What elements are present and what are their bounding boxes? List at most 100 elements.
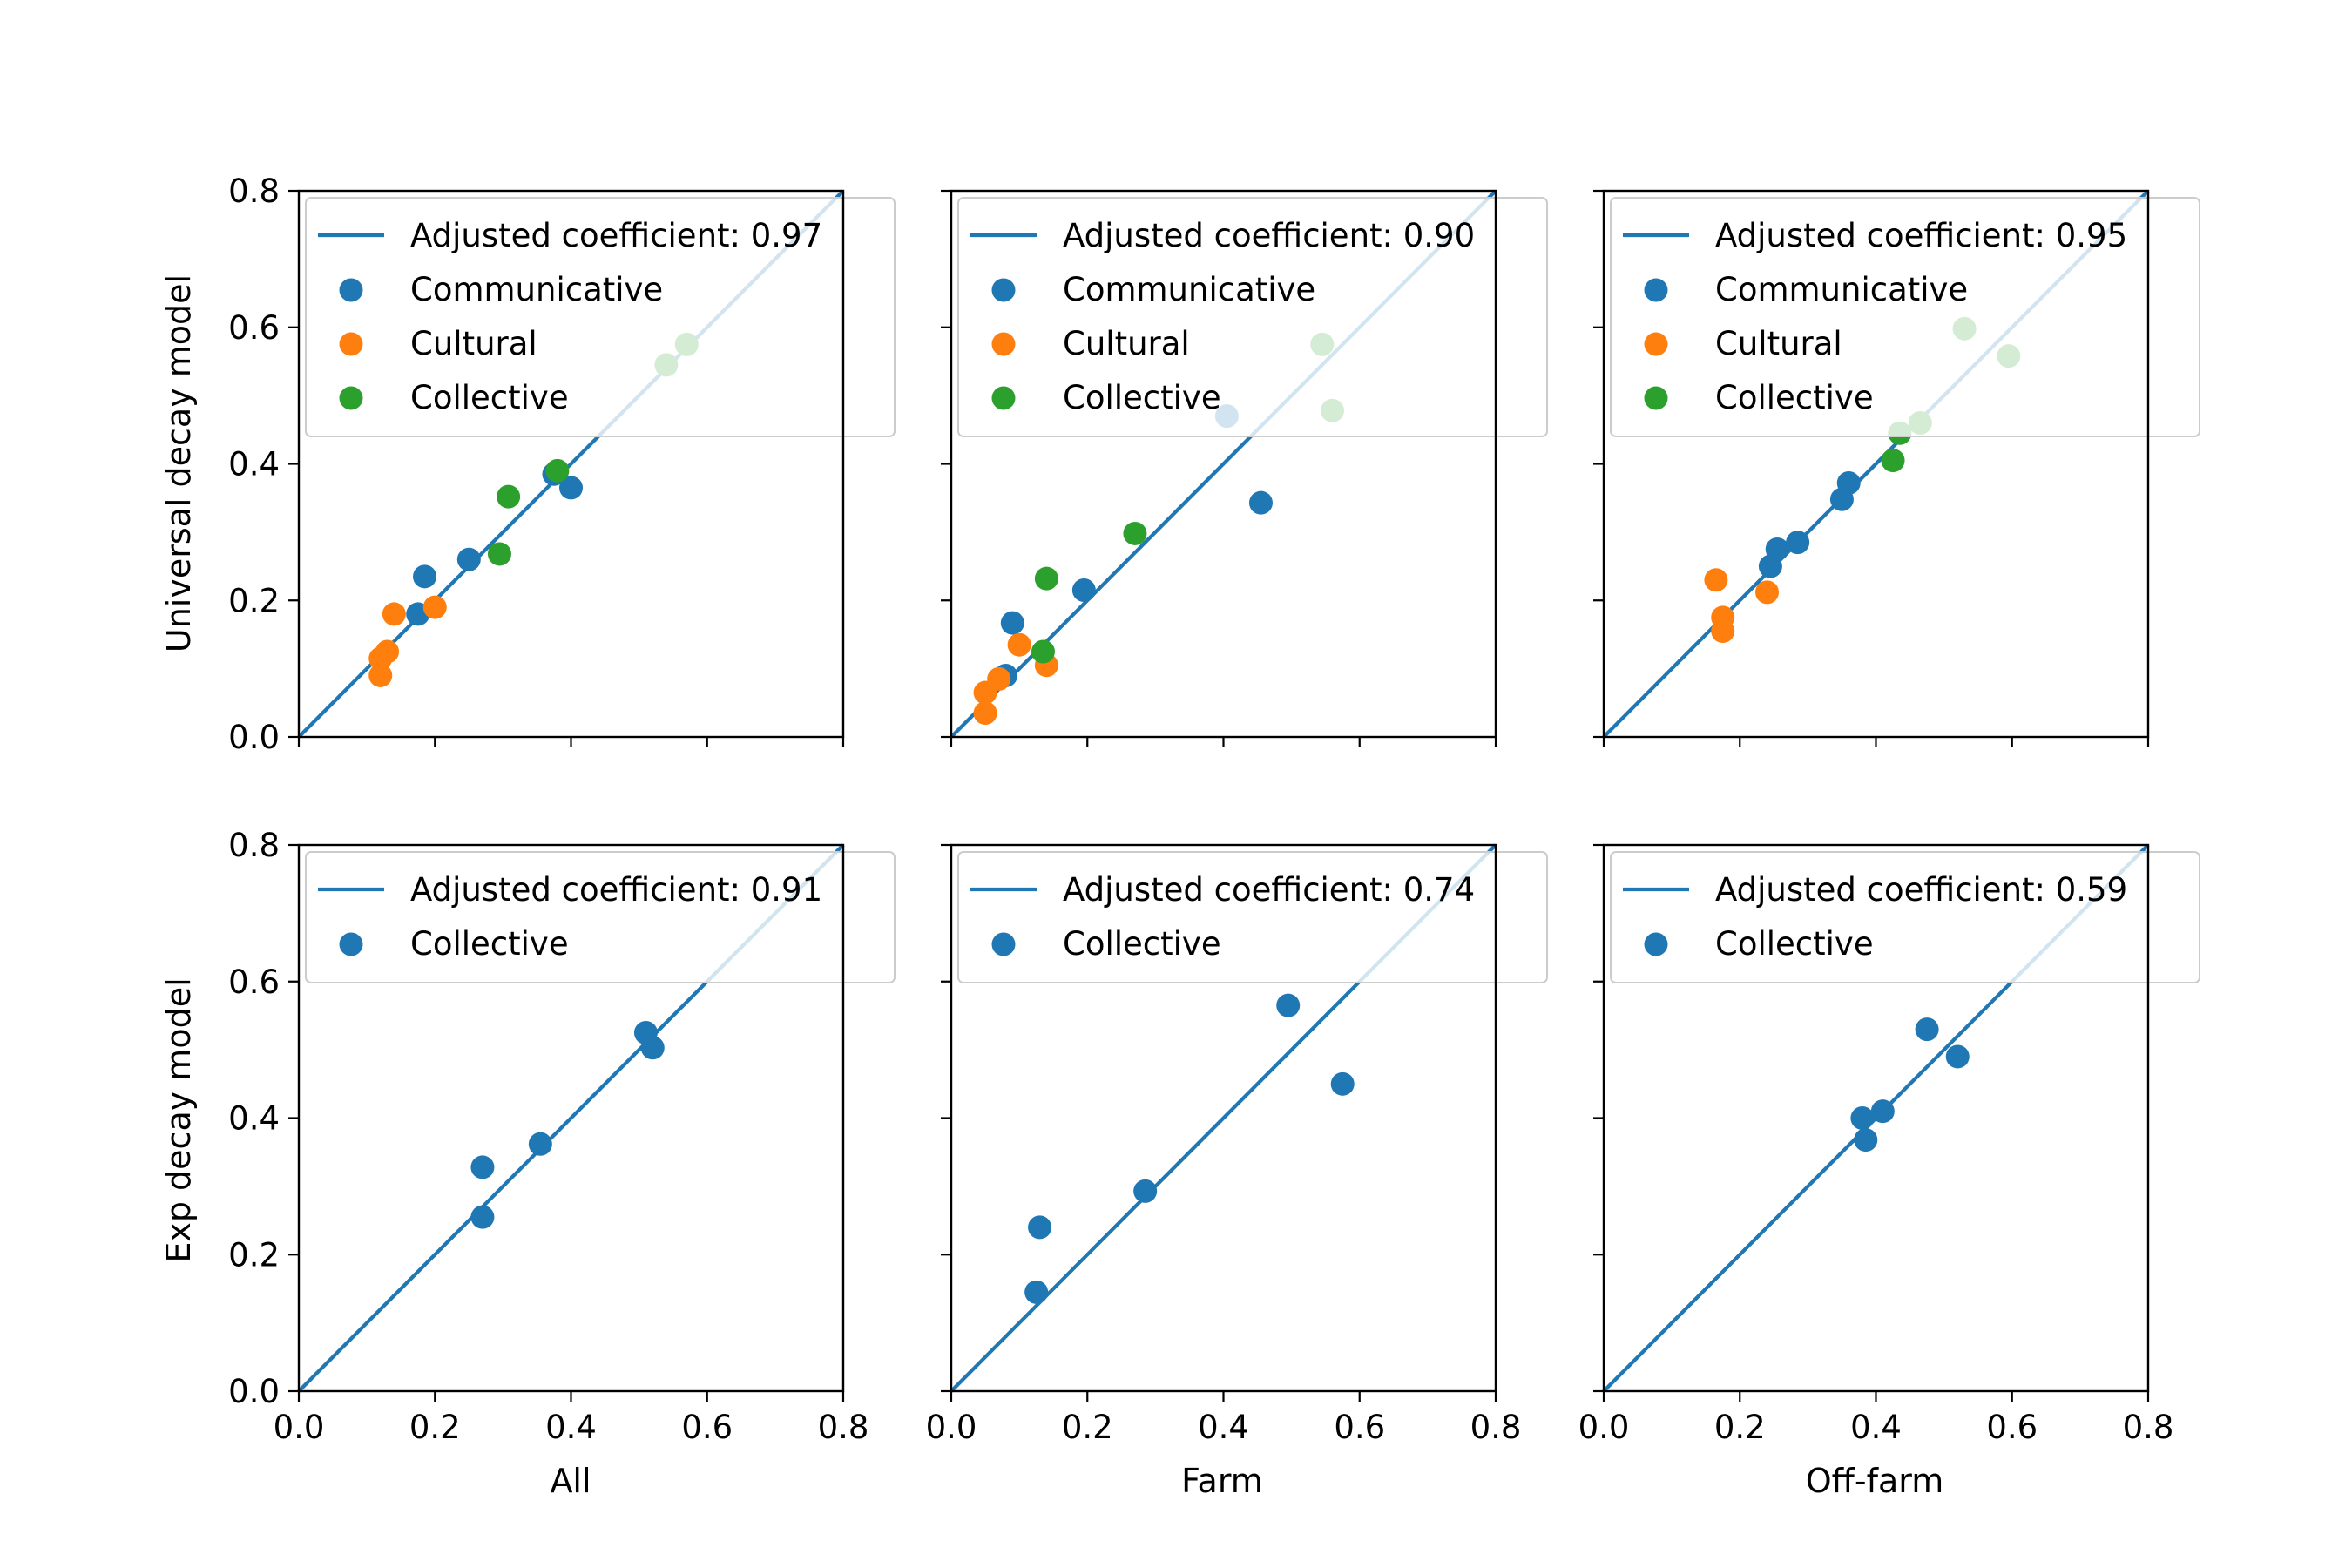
- col-xlabel-farm: Farm: [1181, 1462, 1263, 1500]
- axes-frame: [950, 189, 1497, 739]
- legend-box: [1610, 197, 2200, 437]
- x-tick-label: 0.4: [545, 1409, 597, 1446]
- data-point: [1071, 578, 1096, 602]
- legend-label: Adjusted coefficient: 0.95: [1715, 217, 2127, 254]
- panel-4: 0.00.0 0.2 0.2 0.4 0.4 0.6 0.6 0.8 0.8 Adjusted c…: [228, 827, 896, 1446]
- data-point: [1755, 580, 1779, 605]
- legend-box: [957, 851, 1548, 983]
- data-point: [1123, 521, 1147, 545]
- legend-marker: [1644, 386, 1668, 410]
- legend-label: Adjusted coefficient: 0.74: [1063, 871, 1475, 909]
- row-ylabel-top: Universal decay model: [159, 274, 198, 652]
- legend-label: Adjusted coefficient: 0.90: [1063, 217, 1475, 254]
- x-tick-label: 0.6: [1334, 1409, 1385, 1446]
- legend-marker: [1644, 278, 1668, 302]
- legend-box: [1610, 851, 2200, 983]
- legend-box: [305, 197, 896, 437]
- legend-label: Adjusted coefficient: 0.91: [410, 871, 822, 909]
- legend-label: Collective: [1715, 925, 1874, 963]
- data-point: [382, 602, 406, 626]
- data-point: [1711, 605, 1735, 630]
- y-tick-label: 0.2: [228, 582, 280, 619]
- data-point: [497, 484, 521, 509]
- data-point: [470, 1155, 495, 1179]
- data-point: [987, 666, 1011, 691]
- x-tick-label: 0.8: [1470, 1409, 1522, 1446]
- y-tick-label: 0.4: [228, 1100, 280, 1138]
- legend-label: Collective: [410, 925, 569, 963]
- x-tick-label: 0.8: [2123, 1409, 2174, 1446]
- data-point: [1000, 611, 1024, 635]
- data-point: [559, 476, 583, 500]
- data-point: [1945, 1044, 1970, 1069]
- legend-marker: [991, 278, 1016, 302]
- data-point: [1870, 1099, 1895, 1124]
- data-point: [368, 663, 393, 687]
- panel-3: Adjusted coefficient: 0.95 Communicative C…: [1593, 189, 2200, 747]
- x-tick-label: 0.4: [1850, 1409, 1902, 1446]
- data-point: [422, 595, 447, 619]
- x-tick-label: 0.0: [1578, 1409, 1630, 1446]
- data-point: [456, 547, 481, 571]
- panel-5: 0.0 0.2 0.4 0.6 0.8 Adjusted coefficient: 0.7…: [926, 843, 1548, 1446]
- data-point: [1704, 568, 1728, 592]
- x-tick-label: 0.8: [818, 1409, 869, 1446]
- data-point: [1248, 490, 1273, 515]
- x-tick-label: 0.6: [1986, 1409, 2038, 1446]
- data-point: [1276, 993, 1301, 1017]
- y-tick-label: 0.2: [228, 1236, 280, 1274]
- y-tick-label: 0.0: [228, 719, 280, 756]
- legend-marker: [1644, 332, 1668, 356]
- col-xlabel-all: All: [550, 1462, 591, 1500]
- panel-1: 0.0 0.2 0.4 0.6 0.8 Adjusted coefficient: 0.9…: [228, 172, 896, 756]
- x-tick-label: 0.2: [409, 1409, 461, 1446]
- data-point: [528, 1132, 552, 1156]
- legend-box: [305, 851, 896, 983]
- legend-marker: [339, 386, 363, 410]
- data-point: [470, 1205, 495, 1229]
- data-point: [375, 639, 400, 664]
- data-point: [487, 542, 511, 566]
- y-tick-label: 0.6: [228, 963, 280, 1001]
- legend-label: Collective: [1063, 925, 1221, 963]
- data-point: [1007, 632, 1031, 657]
- data-point: [1786, 531, 1810, 555]
- data-point: [1133, 1179, 1158, 1203]
- legend-label: Collective: [1715, 379, 1874, 416]
- data-point: [1028, 1215, 1052, 1240]
- axes-frame: [1602, 189, 2150, 739]
- y-tick-label: 0.4: [228, 446, 280, 483]
- x-tick-label: 0.0: [926, 1409, 977, 1446]
- x-tick-label: 0.2: [1714, 1409, 1766, 1446]
- legend-label: Cultural: [1063, 325, 1190, 362]
- axes-frame: [297, 189, 845, 739]
- legend-label: Collective: [410, 379, 569, 416]
- data-point: [973, 701, 997, 726]
- axes-frame: [1602, 843, 2150, 1393]
- data-point: [1330, 1071, 1355, 1096]
- data-point: [640, 1036, 665, 1060]
- data-point: [1915, 1017, 1939, 1042]
- x-tick-label: 0.2: [1062, 1409, 1113, 1446]
- legend-label: Adjusted coefficient: 0.97: [410, 217, 822, 254]
- data-point: [545, 458, 570, 483]
- panels: 0.0 0.2 0.4 0.6 0.8 Adjusted coefficient: 0.9…: [228, 172, 2200, 1446]
- data-point: [1836, 470, 1861, 495]
- data-point: [1881, 449, 1905, 473]
- data-point: [413, 564, 437, 589]
- x-tick-label: 0.0: [274, 1409, 325, 1446]
- legend-label: Communicative: [1063, 271, 1315, 308]
- y-tick-label: 0.8: [228, 172, 280, 210]
- panel-6: 0.0 0.2 0.4 0.6 0.8 Adjusted coefficient: 0.5…: [1578, 843, 2200, 1446]
- legend-marker: [991, 386, 1016, 410]
- data-point: [1031, 639, 1055, 664]
- legend-label: Communicative: [1715, 271, 1968, 308]
- y-tick-label: 0.6: [228, 309, 280, 347]
- x-tick-label: 0.6: [681, 1409, 733, 1446]
- axes-frame: [950, 843, 1497, 1393]
- y-tick-label: 0.0: [228, 1373, 280, 1410]
- legend-label: Cultural: [1715, 325, 1842, 362]
- col-xlabel-off-farm: Off-farm: [1806, 1462, 1943, 1500]
- data-point: [1024, 1280, 1049, 1304]
